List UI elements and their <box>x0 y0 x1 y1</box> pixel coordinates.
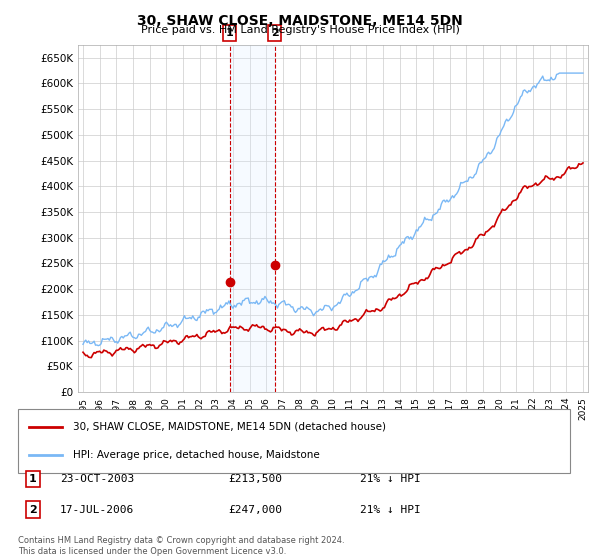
Text: £247,000: £247,000 <box>228 505 282 515</box>
Text: HPI: Average price, detached house, Maidstone: HPI: Average price, detached house, Maid… <box>73 450 320 460</box>
Text: 30, SHAW CLOSE, MAIDSTONE, ME14 5DN (detached house): 30, SHAW CLOSE, MAIDSTONE, ME14 5DN (det… <box>73 422 386 432</box>
Text: 2: 2 <box>29 505 37 515</box>
Text: 23-OCT-2003: 23-OCT-2003 <box>60 474 134 484</box>
Bar <box>230 45 275 392</box>
Text: £213,500: £213,500 <box>228 474 282 484</box>
Text: 21% ↓ HPI: 21% ↓ HPI <box>360 505 421 515</box>
Text: 1: 1 <box>29 474 37 484</box>
Text: 21% ↓ HPI: 21% ↓ HPI <box>360 474 421 484</box>
FancyBboxPatch shape <box>18 409 570 473</box>
Text: 2: 2 <box>271 28 278 38</box>
Text: Contains HM Land Registry data © Crown copyright and database right 2024.
This d: Contains HM Land Registry data © Crown c… <box>18 536 344 556</box>
Text: 17-JUL-2006: 17-JUL-2006 <box>60 505 134 515</box>
Text: 30, SHAW CLOSE, MAIDSTONE, ME14 5DN: 30, SHAW CLOSE, MAIDSTONE, ME14 5DN <box>137 14 463 28</box>
Text: Price paid vs. HM Land Registry's House Price Index (HPI): Price paid vs. HM Land Registry's House … <box>140 25 460 35</box>
Text: 1: 1 <box>226 28 233 38</box>
